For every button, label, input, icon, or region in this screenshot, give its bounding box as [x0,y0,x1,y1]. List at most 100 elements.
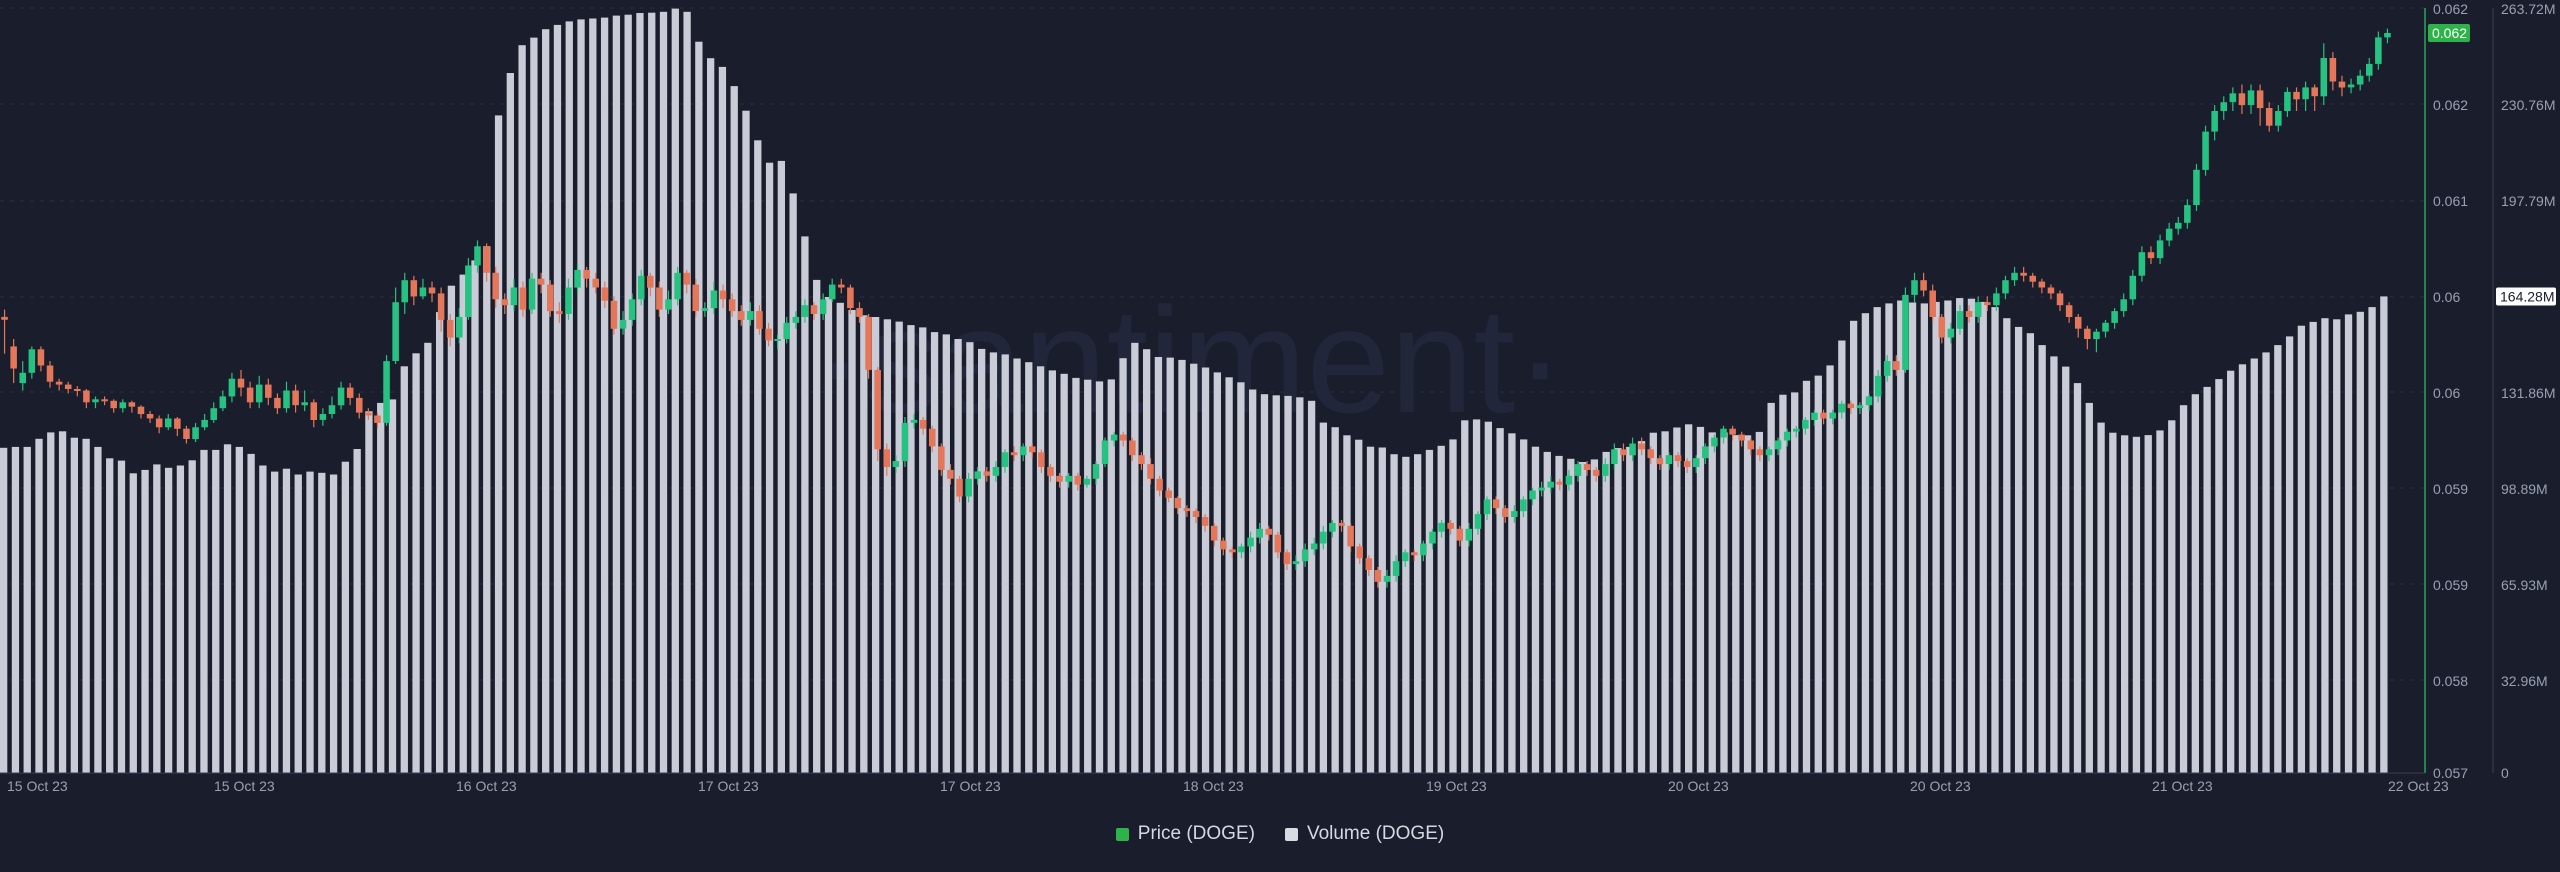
volume-bar [0,447,8,773]
volume-bar [2227,370,2235,773]
price-candle-body [2084,328,2091,339]
legend-label-volume: Volume (DOGE) [1306,823,1445,844]
price-candle-body [528,278,536,310]
price-candle-body [419,287,427,297]
legend-item-price[interactable]: Price (DOGE) [1115,823,1255,845]
price-candle-body [1520,499,1527,512]
price-candle-body [1956,311,1964,329]
volume-bar [1543,451,1551,773]
price-candle-body [792,316,800,323]
volume-bar [2274,345,2282,773]
price-candle-body [2238,93,2246,106]
price-candle-body [819,299,827,314]
price-candle-body [1820,412,1827,419]
volume-bar [871,317,880,773]
volume-bar [989,352,998,773]
price-candle-body [55,381,63,385]
volume-bar [1013,358,1021,773]
volume-bar [824,297,833,773]
price-candles [1,28,2391,588]
price-candle-body [1056,475,1063,482]
volume-bar [636,13,644,773]
price-candle-body [1456,528,1464,541]
price-candle-body [465,265,472,317]
price-candle-body [546,284,554,312]
price-candle-body [446,319,454,338]
volume-bar [23,446,31,773]
price-candle-body [1965,311,1973,317]
price-candle-body [1738,434,1745,441]
volume-bar [718,66,727,773]
volume-bar [117,460,126,773]
price-candle-body [2311,87,2318,97]
price-candle-body [1392,561,1400,576]
price-candle-body [1229,549,1236,553]
price-candle-body [1847,403,1855,409]
price-candle-body [2056,293,2064,306]
volume-bar [1237,382,1245,773]
price-candle-body [1929,290,1936,317]
volume-bar [919,327,927,773]
price-candle-body [574,269,581,288]
volume-bar [659,11,668,774]
price-candle-body [1838,403,1846,413]
volume-bar [2262,352,2270,773]
volume-bar [494,115,503,773]
price-candle-body [1774,440,1782,450]
volume-bar [777,160,785,773]
volume-bar [1472,419,1481,773]
volume-bar [1908,302,1917,773]
volume-bar [35,438,43,773]
volume-bar [1956,298,1964,773]
price-candle-body [2165,228,2173,241]
price-candle-body [2247,90,2255,106]
volume-bar [1885,303,1893,773]
price-candle-body [774,339,781,341]
volume-bar [1696,426,1705,773]
volume-bar [1637,441,1646,773]
price-candle-body [1893,361,1900,370]
price-candle-body [1638,443,1645,450]
price-candle-body [1501,508,1509,517]
price-candle-body [128,402,136,407]
price-candle-body [1320,531,1327,544]
volume-tick-label: 32.96M [2501,673,2548,689]
legend-item-volume[interactable]: Volume (DOGE) [1284,823,1445,845]
price-candle-body [1283,552,1291,565]
volume-bar [1190,363,1198,773]
price-candle-body [1101,440,1109,464]
price-candle-body [319,414,327,420]
volume-bar [1685,424,1693,773]
price-candle-body [1174,497,1182,509]
price-candle-body [801,305,809,317]
volume-current-badge [2496,287,2556,306]
x-tick-label: 19 Oct 23 [1426,778,1487,794]
legend-swatch-volume [1284,827,1298,841]
volume-bar [966,342,974,773]
volume-bar [1897,300,1905,773]
price-candle-body [2038,281,2046,288]
price-candle-body [1138,455,1145,464]
price-candle-body [701,308,709,311]
legend-label-price: Price (DOGE) [1137,823,1255,844]
volume-bar [671,8,679,774]
price-candle-body [674,272,681,300]
price-candle-body [110,400,117,409]
price-candle-body [919,419,927,429]
volume-bar [765,162,774,773]
price-candle-body [401,280,409,303]
price-candle-body [747,311,754,320]
volume-tick-label: 98.89M [2501,481,2548,497]
volume-bar [1060,373,1068,773]
price-candle-body [37,349,45,366]
price-candle-body [2220,102,2228,111]
price-candle-body [2384,33,2391,38]
volume-bar [1578,462,1587,773]
price-candle-body [1974,302,1982,317]
volume-tick-label: 65.93M [2501,577,2548,593]
price-candle-body [2011,272,2018,281]
price-candle-body [1793,428,1800,432]
volume-bar [1826,365,1834,773]
